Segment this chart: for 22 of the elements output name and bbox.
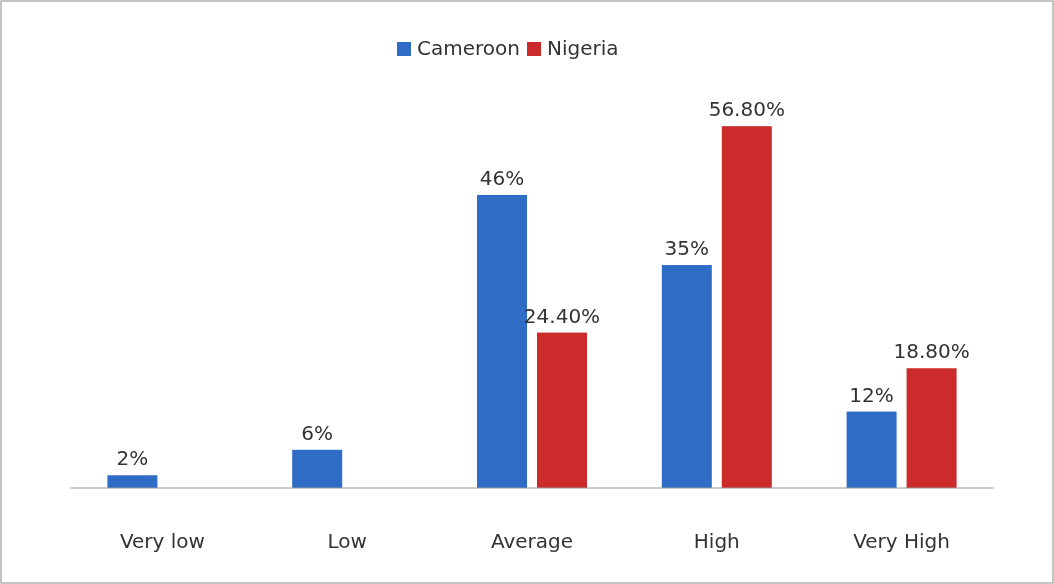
bar [537,332,587,488]
bar [107,475,158,488]
bar [661,265,712,488]
data-label: 12% [849,382,894,407]
bar [846,411,897,488]
x-tick-label: Very low [119,529,205,553]
data-label: 6% [301,420,334,445]
data-label: 18.80% [893,339,970,364]
x-tick-label: High [693,529,740,553]
bar [292,449,343,488]
x-tick-label: Low [327,529,367,553]
data-label: 46% [479,165,525,190]
x-tick-label: Average [490,529,574,553]
data-label: 56.80% [708,97,785,122]
bar [721,126,772,488]
legend-label: Cameroon [417,36,520,60]
legend-label: Nigeria [547,36,619,60]
data-label: 2% [116,446,149,471]
data-label: 35% [664,236,710,261]
bar [906,368,957,488]
bar [477,194,527,488]
x-tick-label: Very High [853,529,951,553]
